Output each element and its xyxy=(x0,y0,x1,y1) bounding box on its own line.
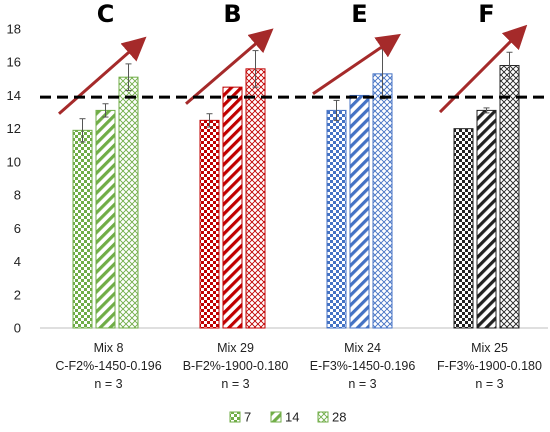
y-tick-label: 6 xyxy=(14,221,21,236)
y-tick-label: 8 xyxy=(14,188,21,203)
error-bars xyxy=(79,48,513,143)
category-label-line: B-F2%-1900-0.180 xyxy=(183,359,289,373)
group-letter-e: E xyxy=(351,0,367,28)
y-tick-label: 2 xyxy=(14,287,21,302)
legend-swatch-28 xyxy=(317,411,329,423)
bar-e-28 xyxy=(372,73,393,329)
category-label-line: Mix 8 xyxy=(94,341,124,355)
bar-b-28 xyxy=(245,68,266,329)
y-axis-tick-labels: 0 2 4 6 8 10 12 14 16 18 xyxy=(7,22,21,336)
bar-e-7 xyxy=(326,109,347,329)
category-label-line: E-F3%-1450-0.196 xyxy=(310,359,416,373)
group-letter-b: B xyxy=(223,0,241,28)
bar-b-14 xyxy=(222,86,243,329)
legend-swatch-14 xyxy=(270,411,282,423)
group-letter-f: F xyxy=(478,0,494,28)
category-label-line: n = 3 xyxy=(94,377,122,391)
group-letter-c: C xyxy=(97,0,115,28)
y-tick-label: 0 xyxy=(14,321,21,336)
bar-f-14 xyxy=(476,109,497,329)
y-tick-label: 4 xyxy=(14,254,21,269)
legend-label-7: 7 xyxy=(244,410,251,425)
bar-f-7 xyxy=(453,128,474,329)
category-label-line: Mix 24 xyxy=(344,341,381,355)
bar-f-28 xyxy=(499,65,520,329)
bar-c-28 xyxy=(118,76,139,329)
bar-c-14 xyxy=(95,109,116,329)
legend: 7 14 28 xyxy=(229,410,346,425)
category-label-line: n = 3 xyxy=(221,377,249,391)
y-tick-label: 18 xyxy=(7,22,21,37)
category-label-line: n = 3 xyxy=(348,377,376,391)
trend-arrow xyxy=(312,33,401,96)
bar-e-14 xyxy=(349,94,370,329)
category-label-line: n = 3 xyxy=(475,377,503,391)
category-label-line: C-F2%-1450-0.196 xyxy=(55,359,161,373)
y-tick-label: 14 xyxy=(7,88,21,103)
bar-c-7 xyxy=(72,129,93,329)
category-label-line: Mix 29 xyxy=(217,341,254,355)
category-label-line: Mix 25 xyxy=(471,341,508,355)
trend-arrow xyxy=(185,28,274,105)
y-tick-label: 16 xyxy=(7,55,21,70)
bars xyxy=(72,65,520,329)
legend-swatch-7 xyxy=(229,411,241,423)
trend-arrow xyxy=(58,36,147,115)
y-tick-label: 12 xyxy=(7,121,21,136)
legend-label-28: 28 xyxy=(332,410,346,425)
legend-label-14: 14 xyxy=(285,410,299,425)
bar-b-7 xyxy=(199,119,220,329)
category-labels: Mix 8 C-F2%-1450-0.196 n = 3 Mix 29 B-F2%-19… xyxy=(55,341,542,391)
y-tick-label: 10 xyxy=(7,154,21,169)
category-label-line: F-F3%-1900-0.180 xyxy=(437,359,542,373)
